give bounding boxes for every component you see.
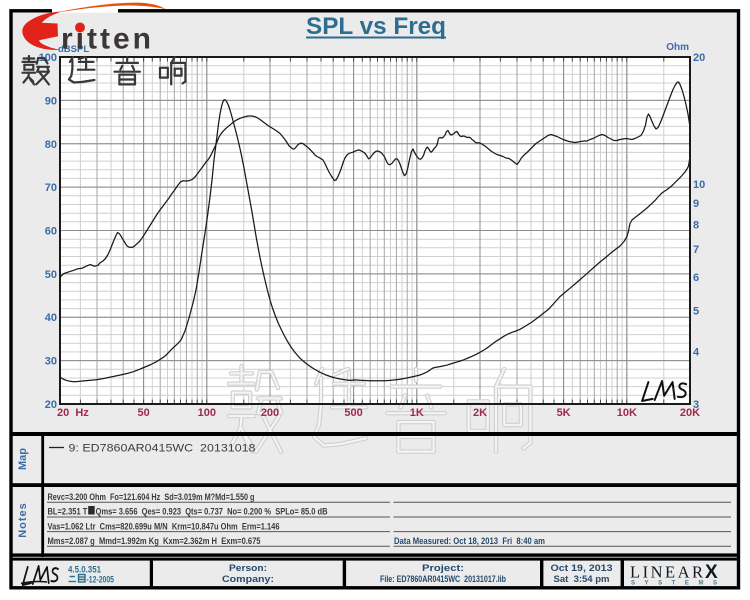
svg-text:70: 70 [45,182,57,194]
svg-text:Notes: Notes [17,502,29,538]
svg-text:20K: 20K [680,407,700,419]
svg-text:Revc=3.200 Ohm Fo=121.604 Hz: Revc=3.200 Ohm Fo=121.604 Hz Sd=3.019m M… [48,492,255,503]
svg-text:BL=2.351 T Qms= 3.656 Qes=: BL=2.351 T Qms= 3.656 Qes= 0.923 Qts= 0.… [48,507,328,518]
svg-text:7: 7 [693,244,699,256]
svg-text:rıtten: rıtten [61,23,154,56]
svg-text:File: ED7860AR0415WC 20131017: File: ED7860AR0415WC 20131017.lib [380,574,506,585]
svg-text:10K: 10K [617,407,637,419]
svg-text:Company:: Company: [222,574,274,585]
svg-text:3: 3 [693,399,699,411]
svg-text:Person:: Person: [229,563,267,574]
svg-text:4: 4 [693,346,700,358]
svg-text:X: X [705,562,718,583]
svg-text:4.5.0.351: 4.5.0.351 [68,565,102,576]
svg-text:2K: 2K [473,407,487,419]
svg-text:dBSPL: dBSPL [58,44,89,55]
svg-text:500: 500 [344,407,362,419]
svg-text:5K: 5K [557,407,571,419]
svg-text:50: 50 [45,269,57,281]
svg-text:8: 8 [693,220,699,232]
svg-text:6: 6 [693,272,699,284]
svg-text:Oct 19, 2013: Oct 19, 2013 [551,563,613,574]
svg-text:100: 100 [39,52,57,64]
svg-text:Sat 3:54 pm: Sat 3:54 pm [554,574,610,585]
svg-text:Vas=1.062 Ltr Cms=820.699u M/: Vas=1.062 Ltr Cms=820.699u M/N Krm=10.84… [48,521,280,532]
svg-text:Ohm: Ohm [666,42,689,53]
svg-text:60: 60 [45,226,57,238]
svg-text:30: 30 [45,356,57,368]
svg-text:SYSTEMS: SYSTEMS [631,581,717,587]
svg-text:10: 10 [693,179,705,191]
svg-text:80: 80 [45,139,57,151]
svg-text:50: 50 [137,407,149,419]
svg-text:Mms=2.087 g Mmd=1.992m Kg Kx: Mms=2.087 g Mmd=1.992m Kg Kxm=2.362m H E… [48,536,262,547]
svg-text:Data Measured: Oct 18, 2013 F: Data Measured: Oct 18, 2013 Fri 8:40 am [394,536,545,547]
svg-text:200: 200 [261,407,279,419]
svg-text:20 Hz: 20 Hz [57,407,89,419]
svg-text:100: 100 [198,407,216,419]
svg-text:9: ED7860AR0415WC 20131018: 9: ED7860AR0415WC 20131018 [69,443,256,455]
svg-text:5: 5 [693,306,699,318]
svg-text:Map: Map [17,448,29,470]
svg-text:40: 40 [45,312,57,324]
svg-text:1K: 1K [410,407,424,419]
svg-text:90: 90 [45,95,57,107]
svg-text:Project:: Project: [422,563,464,574]
svg-text:SPL vs Freq: SPL vs Freq [306,13,446,40]
svg-text:20: 20 [45,399,57,411]
svg-text:-12-2005: -12-2005 [87,575,115,586]
svg-text:9: 9 [693,198,699,210]
svg-text:20: 20 [693,52,705,64]
